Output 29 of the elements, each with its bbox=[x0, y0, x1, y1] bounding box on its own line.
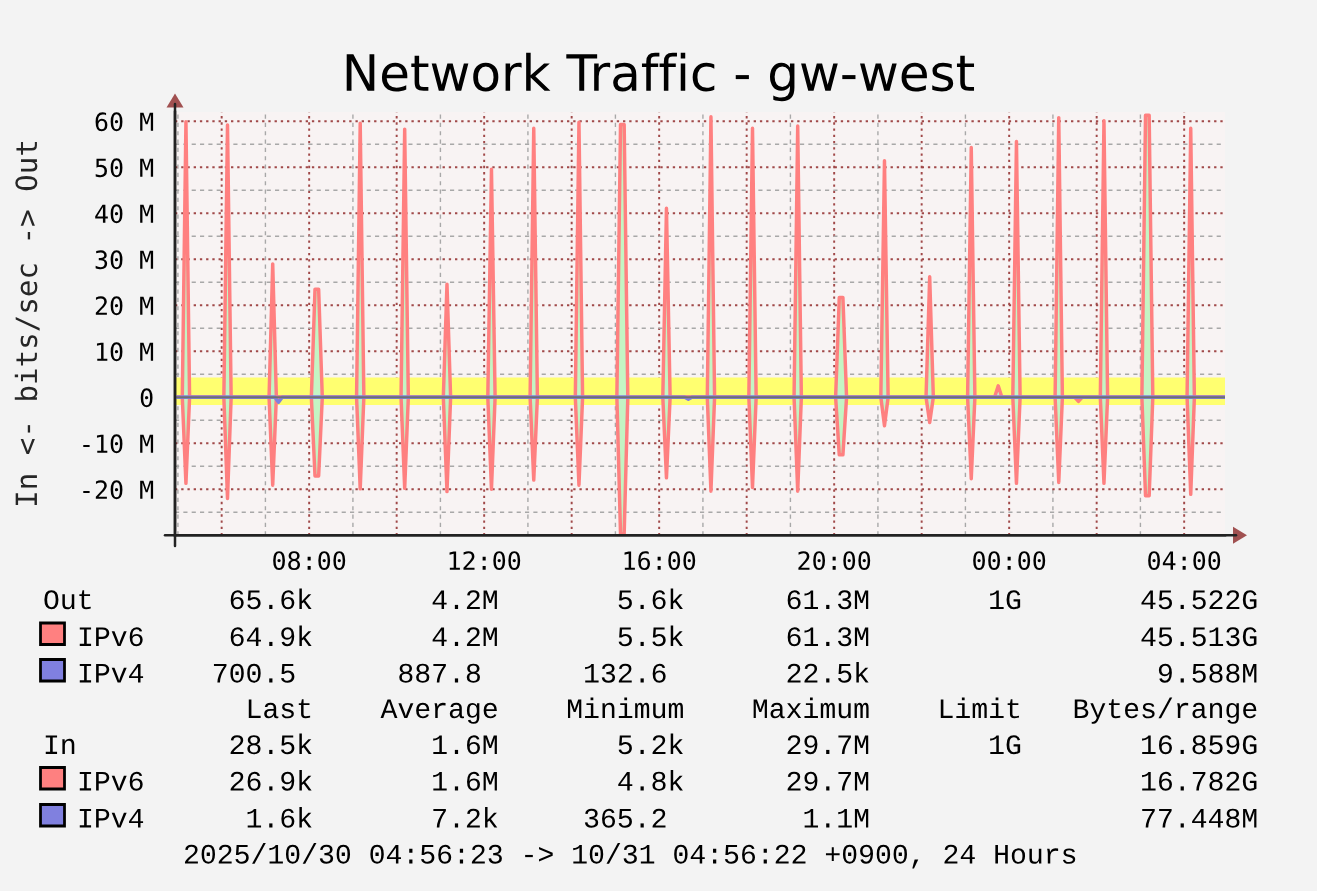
text: 2025/10/30 04:56:23 -> 10/31 04:56:22 +0900, 24 Hours bbox=[184, 843, 1076, 869]
text: Out 65.6k 4.2M 5.6k 61.3M 1G 45.522G bbox=[44, 588, 1257, 610]
x-tick-label: 20:00 bbox=[798, 551, 871, 571]
text: 26.9k 1.6M 4.8k 29.7M 16.782G bbox=[230, 770, 1257, 791]
chart-title: Network Traffic - gw-west bbox=[346, 52, 975, 102]
x-tick-label: 16:00 bbox=[624, 551, 696, 571]
y-tick-label: 10 M bbox=[96, 342, 154, 362]
y-tick-label: 20 M bbox=[95, 296, 154, 316]
x-tick-label: 12:00 bbox=[449, 551, 521, 571]
text: 1.6k 7.2k 365.2 1.1M 77.448M bbox=[247, 807, 1257, 828]
text: 700.5 887.8 132.6 22.5k 9.588M bbox=[213, 662, 1257, 683]
x-tick-label: 04:00 bbox=[1148, 551, 1221, 571]
text: 64.9k 4.2M 5.5k 61.3M 45.513G bbox=[230, 625, 1257, 647]
legend-label: IPv6 bbox=[79, 627, 143, 647]
y-tick-label: 0 bbox=[140, 388, 153, 408]
y-axis-title: In <- bits/sec -> Out bbox=[14, 141, 40, 506]
y-tick-label: 50 M bbox=[95, 158, 154, 178]
x-tick-label: 00:00 bbox=[973, 551, 1046, 571]
legend-label: IPv6 bbox=[79, 771, 143, 791]
y-tick-label: 60 M bbox=[95, 112, 154, 132]
y-tick-label: 40 M bbox=[95, 204, 154, 224]
legend-label: IPv4 bbox=[79, 663, 144, 683]
y-tick-label: -20 M bbox=[83, 480, 154, 500]
text: Last Average Minimum Maximum Limit Bytes/range bbox=[248, 697, 1257, 724]
y-tick-label: 30 M bbox=[95, 250, 154, 270]
text: In 28.5k 1.6M 5.2k 29.7M 1G 16.859G bbox=[45, 733, 1257, 755]
y-tick-label: -10 M bbox=[83, 434, 154, 454]
x-tick-label: 08:00 bbox=[273, 551, 346, 571]
legend-label: IPv4 bbox=[79, 808, 144, 828]
